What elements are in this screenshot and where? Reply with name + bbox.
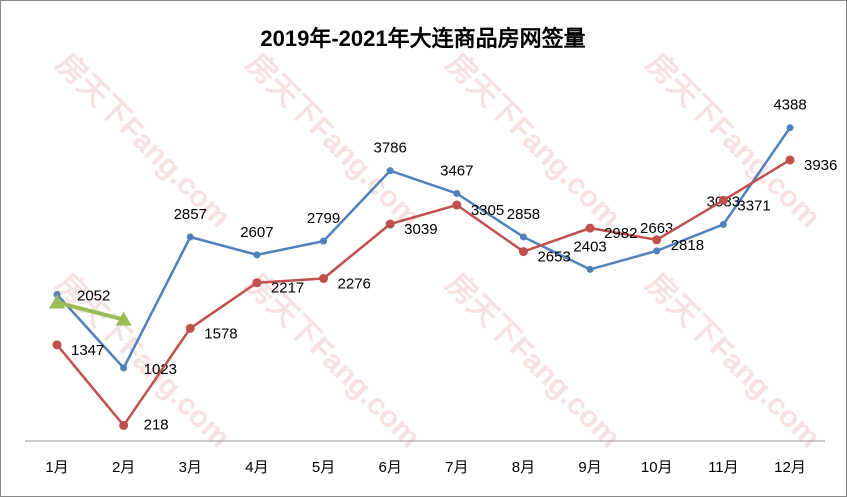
x-tick-label: 6月 [379,459,402,476]
series-line [56,300,125,322]
data-label: 2799 [307,210,340,227]
data-label: 3467 [440,162,473,179]
x-tick-label: 8月 [512,459,535,476]
marker [453,189,461,197]
marker [653,247,661,255]
marker [120,364,128,372]
data-label: 2276 [338,275,371,292]
x-tick-label: 12月 [774,459,806,476]
data-label: 2653 [537,249,570,266]
marker [718,195,728,205]
marker [49,294,65,309]
x-tick-label: 10月 [641,459,673,476]
data-label: 3786 [373,140,406,157]
marker [786,124,794,132]
data-label: 1347 [71,342,104,359]
marker [452,200,462,210]
data-label: 4388 [773,97,806,114]
data-label: 2818 [671,237,704,254]
data-label: 3039 [404,221,437,238]
data-label: 3371 [737,197,770,214]
chart-title: 2019年-2021年大连商品房网签量 [260,26,585,51]
marker [719,220,727,228]
marker [652,235,662,245]
marker [185,323,195,333]
data-label: 1578 [204,325,237,342]
data-label: 2858 [507,206,540,223]
marker [518,247,528,257]
data-label: 2857 [174,206,207,223]
marker [52,340,62,350]
data-label: 2982 [604,225,637,242]
series-line [56,126,792,371]
marker [586,265,594,273]
marker [386,167,394,175]
x-tick-label: 3月 [179,459,202,476]
x-tick-label: 7月 [445,459,468,476]
marker [252,278,262,288]
marker [253,251,261,259]
marker [519,233,527,241]
data-label: 1023 [144,361,177,378]
x-tick-label: 9月 [578,459,601,476]
data-label: 3305 [471,202,504,219]
series-line [56,158,791,428]
marker [385,219,395,229]
marker [320,237,328,245]
x-tick-label: 4月 [245,459,268,476]
marker [319,273,329,283]
x-tick-label: 5月 [312,459,335,476]
x-tick-label: 1月 [45,459,68,476]
data-label: 2663 [640,220,673,237]
x-tick-label: 11月 [708,459,739,476]
data-label: 3936 [804,157,837,174]
data-label: 218 [144,416,169,433]
data-label: 2052 [77,287,110,304]
marker [785,155,795,165]
marker [119,420,129,430]
data-label: 2607 [240,224,273,241]
data-label: 2217 [271,280,304,297]
marker [186,233,194,241]
marker [585,223,595,233]
data-label: 2403 [573,238,606,255]
x-tick-label: 2月 [112,459,135,476]
marker [115,311,132,326]
